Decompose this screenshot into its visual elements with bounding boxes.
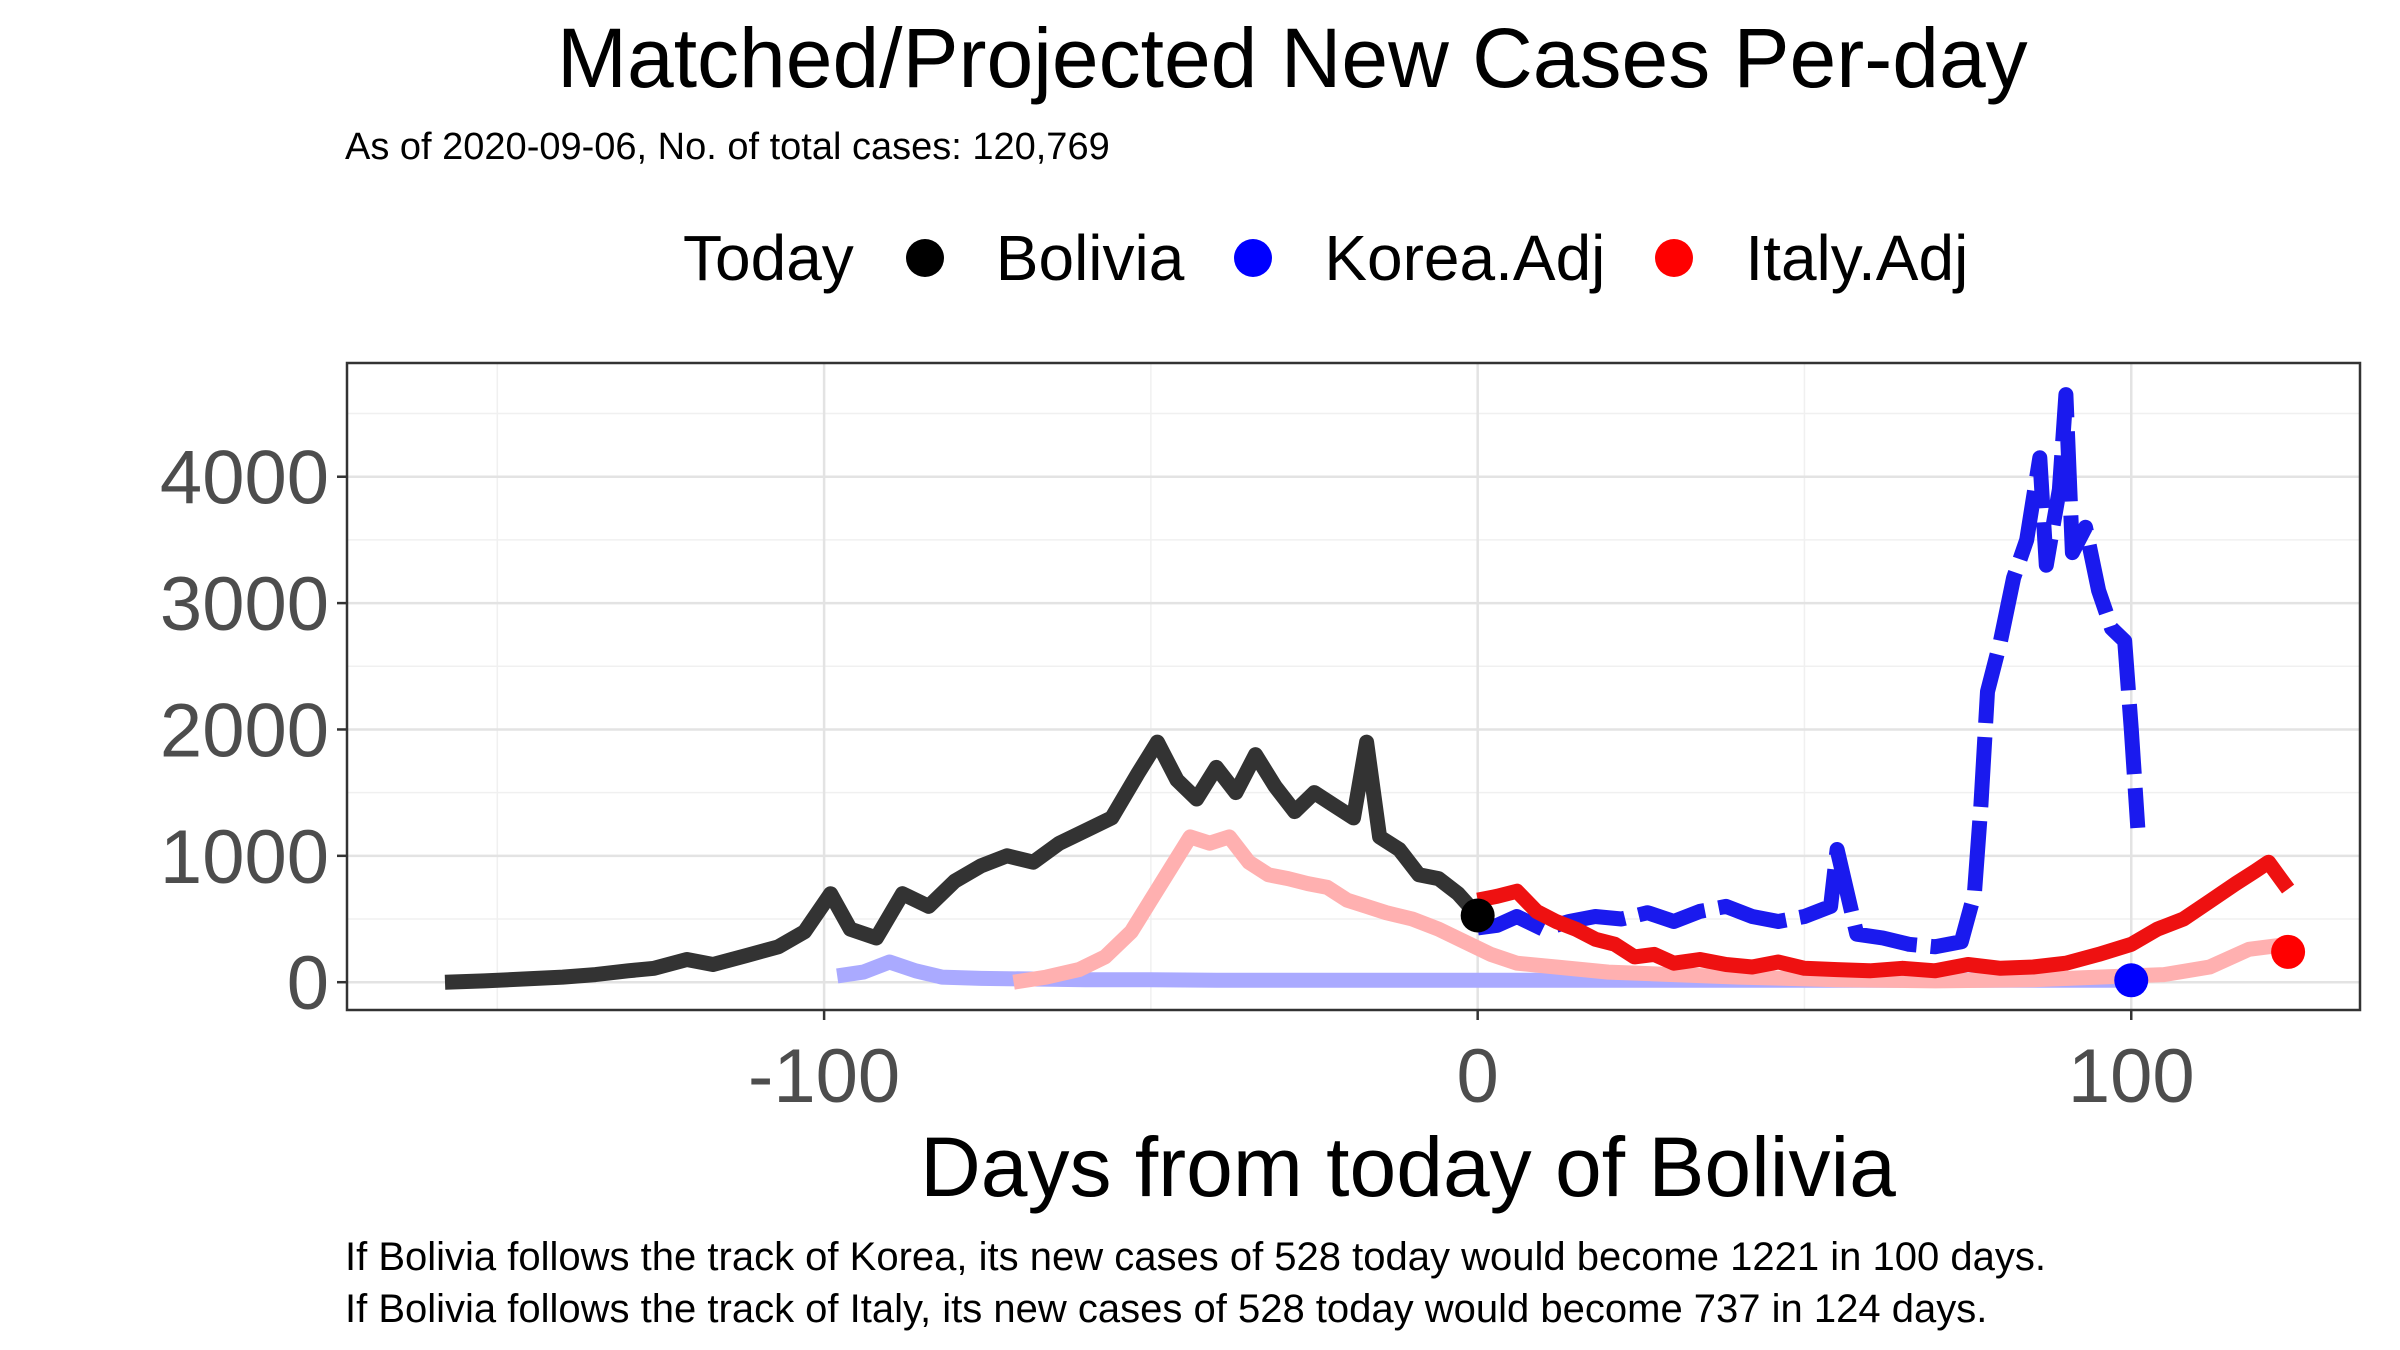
today-point-italy-adj bbox=[2271, 934, 2306, 969]
panel-border bbox=[345, 361, 2362, 1012]
today-point-bolivia bbox=[1460, 898, 1495, 933]
series-line-italy-adj bbox=[1476, 854, 2295, 979]
y-tick-label: 0 bbox=[287, 941, 329, 1026]
today-point-korea-adj bbox=[2114, 963, 2149, 998]
x-tick-label: 0 bbox=[1457, 1034, 1499, 1119]
legend-item-korea: Korea.Adj bbox=[1234, 221, 1605, 295]
x-tick-label: 100 bbox=[2068, 1034, 2195, 1119]
series-line-korea-adj bbox=[1476, 387, 2146, 955]
y-tick-label: 3000 bbox=[160, 562, 329, 647]
legend-label-korea: Korea.Adj bbox=[1324, 222, 1606, 294]
legend-title: Today bbox=[683, 222, 854, 294]
y-tick-label: 4000 bbox=[160, 436, 329, 521]
legend-dot-italy bbox=[1655, 239, 1694, 277]
caption-korea: If Bolivia follows the track of Korea, i… bbox=[345, 1235, 2046, 1279]
y-tick-label: 1000 bbox=[160, 815, 329, 900]
y-tick-label: 2000 bbox=[160, 688, 329, 773]
y-axis: 0 1000 2000 3000 4000 bbox=[160, 436, 347, 1026]
x-axis-title: Days from today of Bolivia bbox=[920, 1120, 1896, 1214]
legend-label-italy: Italy.Adj bbox=[1745, 222, 1969, 294]
series-line-bolivia bbox=[444, 734, 1484, 990]
legend-item-italy: Italy.Adj bbox=[1655, 221, 1968, 295]
legend-dot-korea bbox=[1234, 239, 1273, 277]
x-tick-label: -100 bbox=[748, 1034, 900, 1119]
legend: Today Bolivia Korea.Adj Italy.Adj bbox=[683, 218, 2018, 298]
legend-item-bolivia: Bolivia bbox=[905, 221, 1185, 295]
series-group bbox=[444, 387, 2295, 990]
legend-label-bolivia: Bolivia bbox=[995, 222, 1185, 294]
legend-dot-bolivia bbox=[905, 239, 944, 277]
today-points bbox=[1460, 898, 2306, 998]
chart-title: Matched/Projected New Cases Per-day bbox=[557, 11, 2028, 105]
chart-title-wrap: Matched/Projected New Cases Per-day bbox=[0, 8, 2400, 108]
caption-italy: If Bolivia follows the track of Italy, i… bbox=[345, 1287, 1988, 1331]
series-line-bolivia-italy-adj-matched- bbox=[1012, 829, 2290, 990]
x-axis: -100 0 100 bbox=[748, 1010, 2195, 1119]
chart-subtitle: As of 2020-09-06, No. of total cases: 12… bbox=[345, 126, 1110, 168]
